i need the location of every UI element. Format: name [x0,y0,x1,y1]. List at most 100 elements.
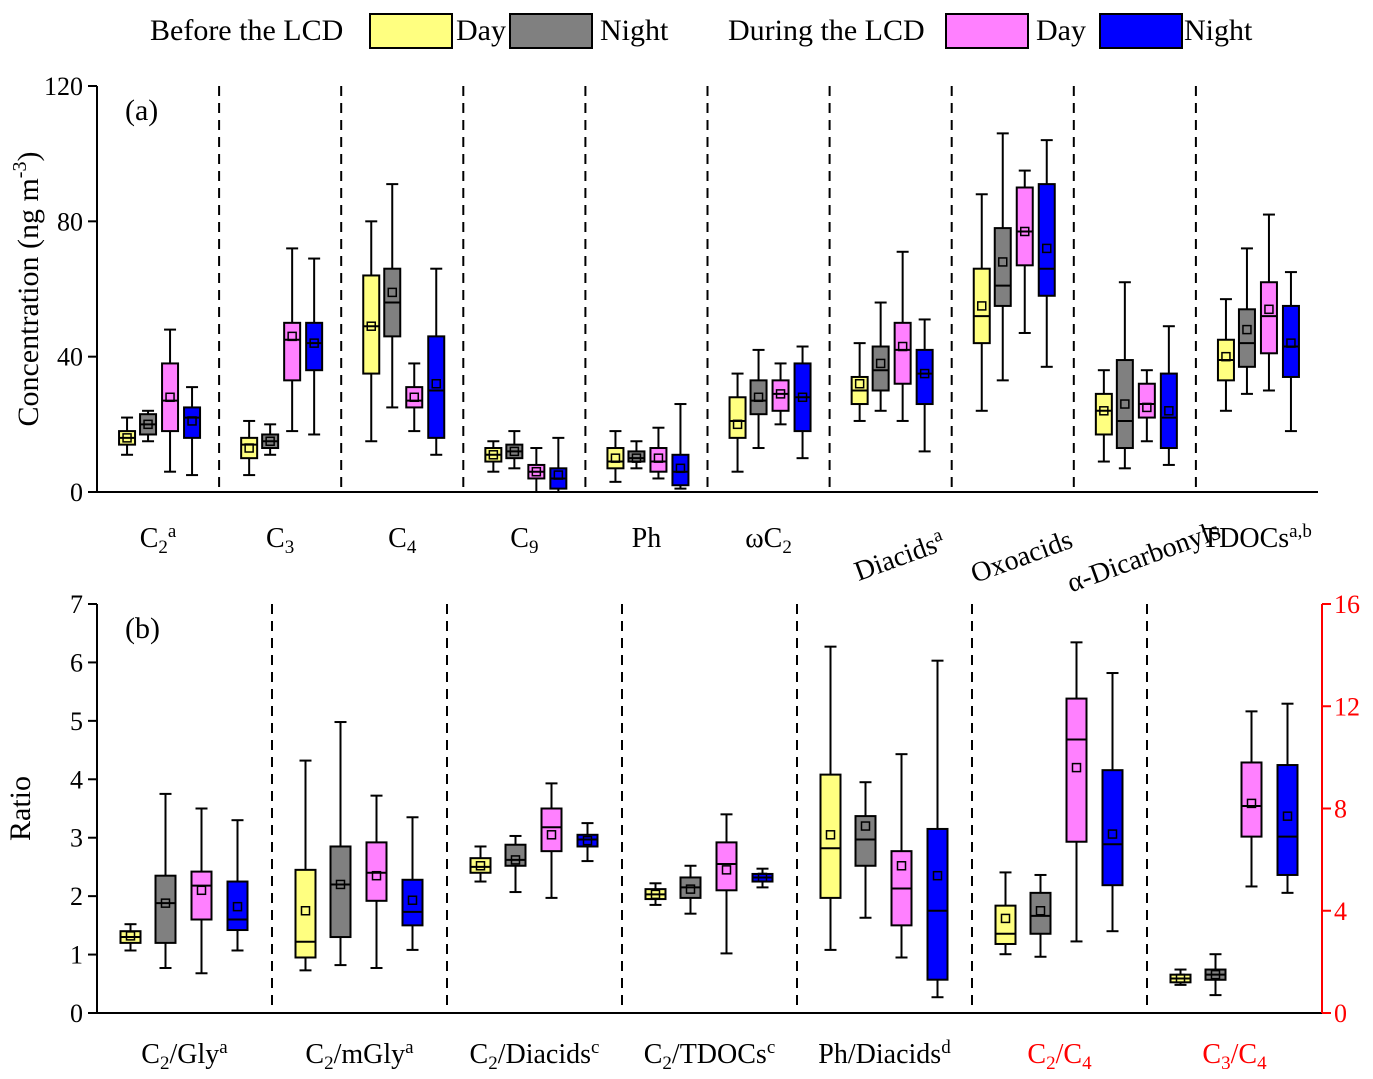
mean-marker [582,835,593,846]
y-tick-label: 1 [70,941,83,970]
label-subscript: 2 [488,1053,498,1074]
y-axis-title-text: Ratio [4,776,37,841]
mean-marker [757,872,768,883]
box-iqr [1029,891,1052,935]
category-group [484,430,568,493]
category-group [994,641,1124,958]
mean-marker [1242,324,1252,335]
box-iqr [283,321,302,382]
box-4 [549,436,568,493]
box-2 [871,301,890,412]
box-iqr [362,274,381,375]
label-subscript: 4 [1082,1053,1092,1074]
category-group [819,645,949,999]
mean-marker [300,906,311,916]
label-tail: /Gly [169,1039,219,1070]
y-tick-label: 0 [70,999,83,1028]
category-label: C2/TDOCsc [644,1037,776,1074]
label-base: Ph [632,523,662,554]
box-iqr [749,379,768,416]
category-group [294,721,424,972]
category-label: Ph [632,523,662,554]
label-base: ωC [745,523,782,554]
box-3 [890,753,913,959]
box-4 [751,867,774,889]
box-1 [850,342,869,422]
category-label: C2/Glya [141,1037,228,1074]
label-base: C [510,523,529,554]
box-4 [793,345,812,460]
mean-marker [1246,798,1257,809]
box-1 [1094,369,1113,463]
box-2 [1237,247,1256,395]
box-2 [1029,873,1052,958]
mean-marker [187,416,197,426]
box-iqr [1137,382,1156,419]
mean-marker [797,392,808,403]
mean-marker [1221,351,1231,362]
legend-label: Night [1184,14,1253,47]
mean-marker [371,870,382,881]
label-superscript: a [219,1037,228,1058]
mean-marker [407,895,418,905]
box-4 [915,318,934,453]
mean-marker [122,433,132,443]
label-subscript: 9 [529,537,539,558]
y-tick-label: 6 [70,648,83,677]
label-superscript: a [168,521,177,542]
legend-label: Night [600,14,669,47]
mean-marker [509,446,520,457]
mean-marker [196,885,207,896]
mean-marker [387,287,397,298]
box-iqr [771,379,790,412]
y-tick-label: 80 [57,207,83,236]
box-3 [365,794,388,970]
box-iqr [540,807,563,853]
box-3 [405,362,424,433]
label-subscript: 4 [1257,1053,1267,1074]
category-group [1216,213,1300,433]
box-2 [1115,281,1134,470]
y2-tick-label: 4 [1334,897,1347,926]
box-4 [1037,139,1056,368]
box-3 [190,807,213,975]
box-3 [1065,641,1088,943]
box-iqr [972,267,991,345]
label-tail: /mGly [334,1039,406,1070]
box-4 [1159,325,1178,466]
category-group [119,792,249,975]
box-2 [261,423,280,456]
box-iqr [994,904,1017,945]
y-tick-label: 4 [70,765,83,794]
mean-marker [409,392,419,403]
label-subscript: 2 [158,537,168,558]
legend-swatch [509,13,593,49]
box-3 [527,447,546,493]
mean-marker [932,870,943,881]
box-3 [893,250,912,422]
label-subscript: 2 [662,1053,672,1074]
box-iqr [854,815,877,867]
label-subscript: 2 [160,1053,170,1074]
box-iqr [190,870,213,921]
category-label: TDOCsa,b [1202,521,1312,554]
label-tail: /C [1056,1039,1082,1070]
box-2 [504,834,527,894]
box-1 [294,759,317,972]
box-iqr [649,447,668,473]
legend-group-title: During the LCD [728,14,925,47]
label-superscript: a [405,1037,414,1058]
category-group [240,247,324,477]
box-iqr [1159,372,1178,450]
box-1 [606,430,625,483]
box-3 [649,426,668,480]
label-base: C [305,1039,324,1070]
box-1 [118,416,137,456]
box-1 [644,882,667,906]
mean-marker [1264,304,1274,315]
box-4 [1276,702,1299,894]
mean-marker [854,378,865,389]
label-tail: /TDOCs [672,1039,767,1070]
y-axis-title: Concentration (ng m-3) [9,152,45,427]
